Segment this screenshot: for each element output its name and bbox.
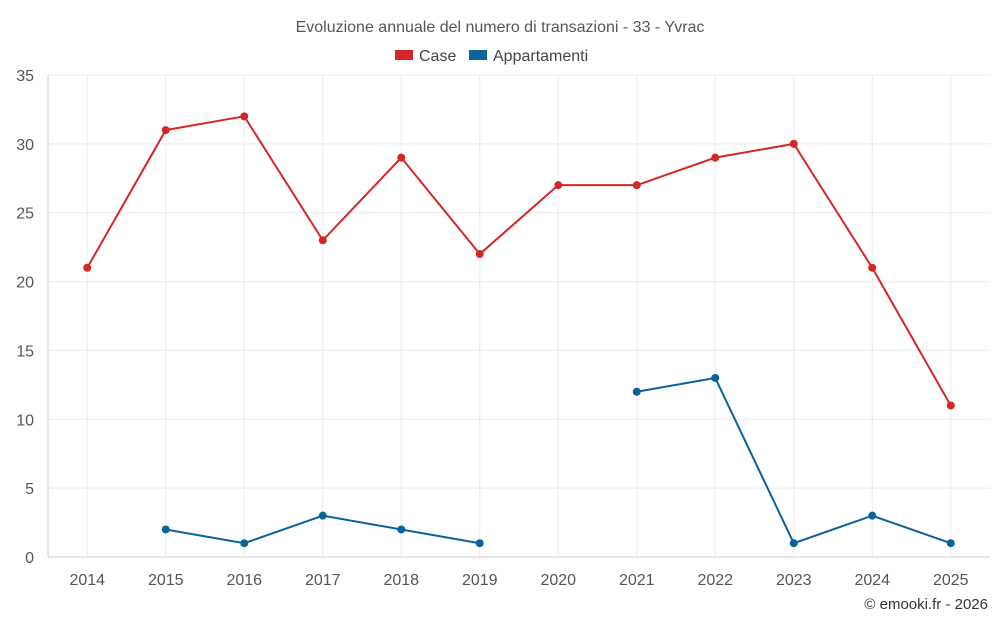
- x-tick-label: 2023: [776, 572, 812, 589]
- legend-swatch-appartamenti[interactable]: [469, 50, 487, 60]
- x-tick-label: 2015: [148, 572, 184, 589]
- data-point-appartamenti-2025[interactable]: [946, 539, 955, 548]
- x-tick-label: 2025: [933, 572, 969, 589]
- y-tick-label: 35: [16, 68, 34, 85]
- x-tick-label: 2020: [540, 572, 576, 589]
- data-point-case-2019[interactable]: [475, 250, 484, 259]
- y-tick-label: 0: [25, 550, 34, 567]
- data-point-appartamenti-2019[interactable]: [475, 539, 484, 548]
- data-point-case-2014[interactable]: [83, 263, 92, 272]
- data-point-case-2017[interactable]: [318, 236, 327, 245]
- x-tick-label: 2016: [226, 572, 262, 589]
- x-tick-label: 2018: [383, 572, 419, 589]
- legend-label-case[interactable]: Case: [419, 48, 456, 65]
- x-tick-label: 2017: [305, 572, 341, 589]
- gridlines: [48, 74, 990, 557]
- data-point-case-2025[interactable]: [946, 401, 955, 410]
- y-tick-label: 15: [16, 343, 34, 360]
- data-point-appartamenti-2016[interactable]: [240, 539, 249, 548]
- data-point-case-2015[interactable]: [161, 126, 170, 135]
- credit-text: © emooki.fr - 2026: [864, 596, 988, 613]
- chart-title: Evoluzione annuale del numero di transaz…: [296, 19, 705, 36]
- data-point-appartamenti-2022[interactable]: [711, 373, 720, 382]
- x-tick-label: 2022: [697, 572, 733, 589]
- y-tick-label: 30: [16, 137, 34, 154]
- series-line-case: [86, 115, 952, 407]
- y-tick-label: 5: [25, 481, 34, 498]
- legend-label-appartamenti[interactable]: Appartamenti: [493, 48, 588, 65]
- data-point-appartamenti-2015[interactable]: [161, 525, 170, 534]
- data-point-case-2016[interactable]: [240, 112, 249, 121]
- data-point-appartamenti-2018[interactable]: [397, 525, 406, 534]
- y-tick-label: 10: [16, 412, 34, 429]
- data-point-case-2018[interactable]: [397, 153, 406, 162]
- x-tick-label: 2024: [854, 572, 890, 589]
- data-point-case-2024[interactable]: [868, 263, 877, 272]
- x-tick-label: 2021: [619, 572, 655, 589]
- data-point-case-2023[interactable]: [789, 139, 798, 148]
- data-point-case-2020[interactable]: [554, 181, 563, 190]
- legend: Case Appartamenti: [395, 48, 588, 65]
- data-point-appartamenti-2017[interactable]: [318, 511, 327, 520]
- data-point-appartamenti-2023[interactable]: [789, 539, 798, 548]
- data-point-appartamenti-2021[interactable]: [632, 387, 641, 396]
- y-tick-label: 20: [16, 275, 34, 292]
- x-tick-label: 2019: [462, 572, 498, 589]
- legend-swatch-case[interactable]: [395, 50, 413, 60]
- data-point-case-2021[interactable]: [632, 181, 641, 190]
- x-tick-label: 2014: [69, 572, 105, 589]
- data-point-case-2022[interactable]: [711, 153, 720, 162]
- data-point-appartamenti-2024[interactable]: [868, 511, 877, 520]
- y-tick-label: 25: [16, 206, 34, 223]
- series: [83, 112, 955, 548]
